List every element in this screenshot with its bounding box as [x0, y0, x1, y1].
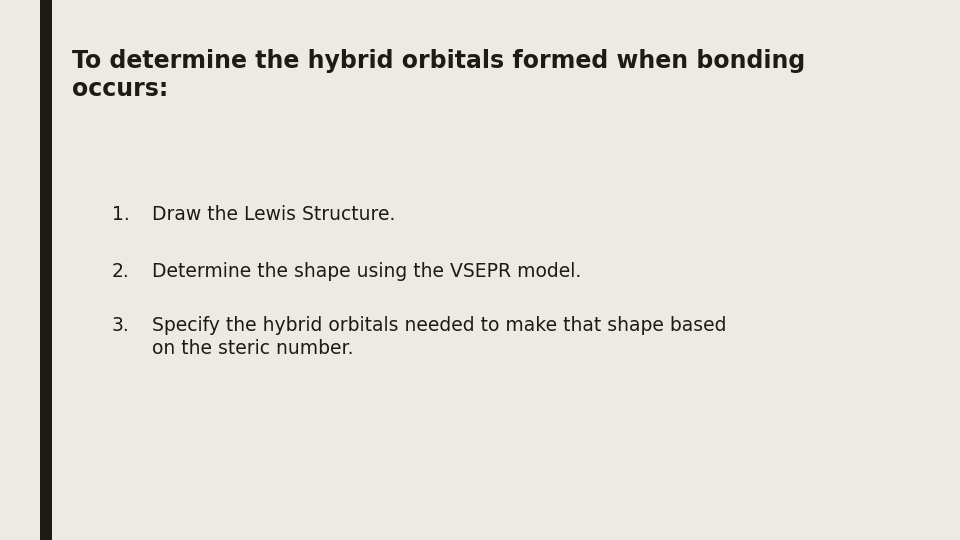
Text: Determine the shape using the VSEPR model.: Determine the shape using the VSEPR mode… — [152, 262, 581, 281]
Text: Specify the hybrid orbitals needed to make that shape based
on the steric number: Specify the hybrid orbitals needed to ma… — [152, 316, 726, 359]
Text: 2.: 2. — [112, 262, 130, 281]
Bar — [40, 0, 52, 540]
Text: 1.: 1. — [112, 205, 130, 224]
Text: To determine the hybrid orbitals formed when bonding
occurs:: To determine the hybrid orbitals formed … — [72, 49, 805, 102]
Text: Draw the Lewis Structure.: Draw the Lewis Structure. — [152, 205, 396, 224]
Text: 3.: 3. — [112, 316, 130, 335]
